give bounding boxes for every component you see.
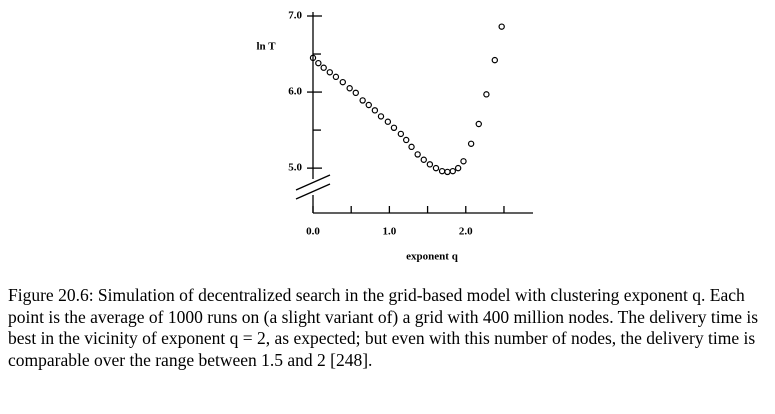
point: [426, 161, 434, 168]
point: [359, 97, 366, 104]
axis-break: [295, 183, 331, 200]
point: [397, 130, 405, 138]
y-axis-label: ln T: [256, 41, 276, 53]
point: [414, 151, 421, 158]
y-tick-label: 5.0: [288, 162, 302, 174]
point: [467, 140, 475, 147]
point: [420, 156, 427, 163]
y-tick-label: 6.0: [288, 86, 302, 98]
figure-caption: Figure 20.6: Simulation of decentralized…: [8, 285, 759, 370]
point: [339, 78, 346, 86]
point: [320, 64, 327, 71]
point: [309, 54, 317, 62]
chart: ln T exponent q 5.0 6.0 7.0 0.0 1.0 2.0: [256, 10, 533, 263]
axis-break: [295, 174, 331, 191]
y-tick-label: 7.0: [288, 10, 302, 22]
point: [449, 167, 456, 175]
point: [454, 164, 462, 172]
point: [432, 164, 440, 172]
point: [475, 120, 482, 128]
x-tick-label: 0.0: [306, 226, 320, 238]
x-tick-label: 2.0: [459, 226, 473, 238]
point: [365, 101, 372, 109]
point: [332, 73, 340, 81]
point: [444, 168, 451, 176]
x-tick-label: 1.0: [383, 226, 397, 238]
point: [326, 69, 334, 76]
point: [460, 158, 467, 165]
point: [491, 56, 499, 64]
point: [352, 89, 359, 97]
point: [438, 167, 446, 175]
point: [377, 113, 385, 120]
point: [408, 143, 415, 151]
x-axis-label: exponent q: [406, 251, 459, 263]
point: [498, 23, 505, 30]
point: [384, 118, 392, 125]
point: [371, 107, 379, 114]
point: [402, 136, 410, 144]
point: [346, 85, 353, 92]
point: [315, 59, 322, 67]
point: [390, 124, 398, 132]
point: [483, 91, 490, 98]
